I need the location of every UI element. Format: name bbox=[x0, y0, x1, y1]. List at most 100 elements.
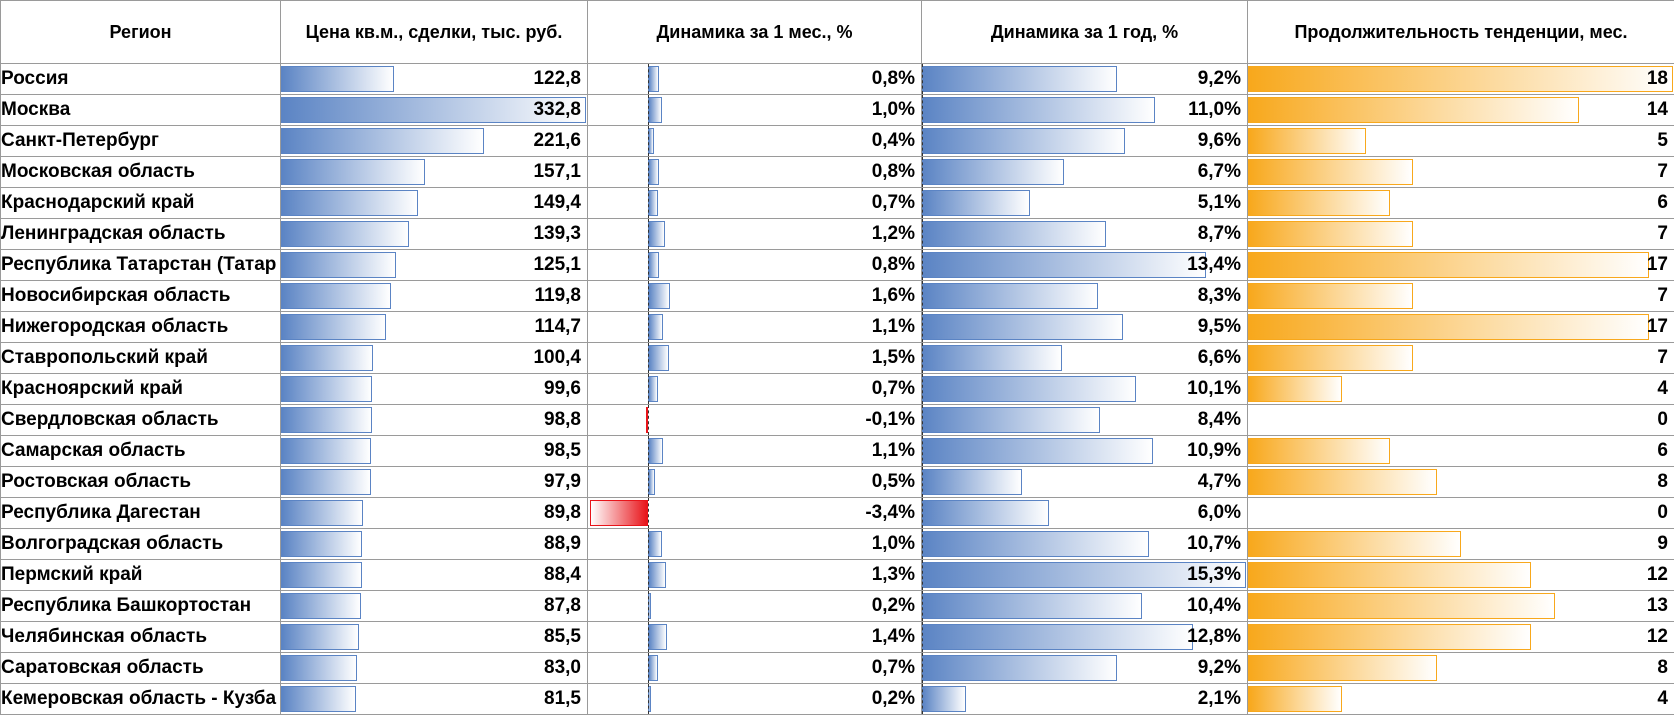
year-change-cell[interactable]: 5,1% bbox=[921, 187, 1248, 219]
month-change-cell[interactable]: 1,1% bbox=[587, 311, 922, 343]
year-change-cell[interactable]: 8,3% bbox=[921, 280, 1248, 312]
trend-duration-cell[interactable]: 7 bbox=[1247, 280, 1674, 312]
year-change-cell[interactable]: 10,7% bbox=[921, 528, 1248, 560]
trend-duration-cell[interactable]: 8 bbox=[1247, 466, 1674, 498]
region-cell[interactable]: Самарская область bbox=[0, 435, 281, 467]
month-change-cell[interactable]: 1,5% bbox=[587, 342, 922, 374]
trend-duration-cell[interactable]: 13 bbox=[1247, 590, 1674, 622]
price-cell[interactable]: 97,9 bbox=[280, 466, 588, 498]
region-cell[interactable]: Санкт-Петербург bbox=[0, 125, 281, 157]
month-change-cell[interactable]: 0,8% bbox=[587, 249, 922, 281]
year-change-cell[interactable]: 13,4% bbox=[921, 249, 1248, 281]
region-cell[interactable]: Свердловская область bbox=[0, 404, 281, 436]
month-change-cell[interactable]: 1,1% bbox=[587, 435, 922, 467]
month-change-cell[interactable]: 1,0% bbox=[587, 94, 922, 126]
region-cell[interactable]: Краснодарский край bbox=[0, 187, 281, 219]
region-cell[interactable]: Москва bbox=[0, 94, 281, 126]
price-cell[interactable]: 99,6 bbox=[280, 373, 588, 405]
region-cell[interactable]: Красноярский край bbox=[0, 373, 281, 405]
region-cell[interactable]: Кемеровская область - Кузба bbox=[0, 683, 281, 715]
price-cell[interactable]: 122,8 bbox=[280, 63, 588, 95]
year-change-cell[interactable]: 10,4% bbox=[921, 590, 1248, 622]
region-cell[interactable]: Волгоградская область bbox=[0, 528, 281, 560]
region-cell[interactable]: Пермский край bbox=[0, 559, 281, 591]
price-cell[interactable]: 89,8 bbox=[280, 497, 588, 529]
trend-duration-cell[interactable]: 18 bbox=[1247, 63, 1674, 95]
price-cell[interactable]: 119,8 bbox=[280, 280, 588, 312]
header-region[interactable]: Регион bbox=[0, 0, 281, 64]
year-change-cell[interactable]: 2,1% bbox=[921, 683, 1248, 715]
month-change-cell[interactable]: 0,5% bbox=[587, 466, 922, 498]
month-change-cell[interactable]: 1,0% bbox=[587, 528, 922, 560]
month-change-cell[interactable]: 1,6% bbox=[587, 280, 922, 312]
header-price[interactable]: Цена кв.м., сделки, тыс. руб. bbox=[280, 0, 588, 64]
month-change-cell[interactable]: 0,2% bbox=[587, 683, 922, 715]
year-change-cell[interactable]: 15,3% bbox=[921, 559, 1248, 591]
trend-duration-cell[interactable]: 8 bbox=[1247, 652, 1674, 684]
price-cell[interactable]: 88,4 bbox=[280, 559, 588, 591]
month-change-cell[interactable]: 0,4% bbox=[587, 125, 922, 157]
region-cell[interactable]: Россия bbox=[0, 63, 281, 95]
year-change-cell[interactable]: 9,6% bbox=[921, 125, 1248, 157]
price-cell[interactable]: 157,1 bbox=[280, 156, 588, 188]
year-change-cell[interactable]: 9,2% bbox=[921, 652, 1248, 684]
trend-duration-cell[interactable]: 17 bbox=[1247, 311, 1674, 343]
price-cell[interactable]: 114,7 bbox=[280, 311, 588, 343]
price-cell[interactable]: 221,6 bbox=[280, 125, 588, 157]
region-cell[interactable]: Ростовская область bbox=[0, 466, 281, 498]
year-change-cell[interactable]: 8,4% bbox=[921, 404, 1248, 436]
year-change-cell[interactable]: 8,7% bbox=[921, 218, 1248, 250]
month-change-cell[interactable]: 0,2% bbox=[587, 590, 922, 622]
trend-duration-cell[interactable]: 0 bbox=[1247, 404, 1674, 436]
trend-duration-cell[interactable]: 0 bbox=[1247, 497, 1674, 529]
month-change-cell[interactable]: 0,7% bbox=[587, 652, 922, 684]
trend-duration-cell[interactable]: 7 bbox=[1247, 218, 1674, 250]
price-cell[interactable]: 81,5 bbox=[280, 683, 588, 715]
year-change-cell[interactable]: 9,5% bbox=[921, 311, 1248, 343]
trend-duration-cell[interactable]: 6 bbox=[1247, 435, 1674, 467]
header-month-change[interactable]: Динамика за 1 мес., % bbox=[587, 0, 922, 64]
trend-duration-cell[interactable]: 14 bbox=[1247, 94, 1674, 126]
year-change-cell[interactable]: 12,8% bbox=[921, 621, 1248, 653]
price-cell[interactable]: 88,9 bbox=[280, 528, 588, 560]
month-change-cell[interactable]: 0,7% bbox=[587, 373, 922, 405]
price-cell[interactable]: 139,3 bbox=[280, 218, 588, 250]
trend-duration-cell[interactable]: 4 bbox=[1247, 373, 1674, 405]
trend-duration-cell[interactable]: 9 bbox=[1247, 528, 1674, 560]
trend-duration-cell[interactable]: 4 bbox=[1247, 683, 1674, 715]
year-change-cell[interactable]: 6,7% bbox=[921, 156, 1248, 188]
trend-duration-cell[interactable]: 5 bbox=[1247, 125, 1674, 157]
trend-duration-cell[interactable]: 7 bbox=[1247, 156, 1674, 188]
trend-duration-cell[interactable]: 12 bbox=[1247, 621, 1674, 653]
month-change-cell[interactable]: 0,8% bbox=[587, 63, 922, 95]
price-cell[interactable]: 125,1 bbox=[280, 249, 588, 281]
header-year-change[interactable]: Динамика за 1 год, % bbox=[921, 0, 1248, 64]
month-change-cell[interactable]: 0,8% bbox=[587, 156, 922, 188]
year-change-cell[interactable]: 10,1% bbox=[921, 373, 1248, 405]
year-change-cell[interactable]: 10,9% bbox=[921, 435, 1248, 467]
price-cell[interactable]: 83,0 bbox=[280, 652, 588, 684]
price-cell[interactable]: 149,4 bbox=[280, 187, 588, 219]
region-cell[interactable]: Новосибирская область bbox=[0, 280, 281, 312]
year-change-cell[interactable]: 9,2% bbox=[921, 63, 1248, 95]
year-change-cell[interactable]: 4,7% bbox=[921, 466, 1248, 498]
price-cell[interactable]: 332,8 bbox=[280, 94, 588, 126]
month-change-cell[interactable]: 0,7% bbox=[587, 187, 922, 219]
region-cell[interactable]: Ленинградская область bbox=[0, 218, 281, 250]
trend-duration-cell[interactable]: 7 bbox=[1247, 342, 1674, 374]
year-change-cell[interactable]: 11,0% bbox=[921, 94, 1248, 126]
month-change-cell[interactable]: 1,2% bbox=[587, 218, 922, 250]
region-cell[interactable]: Ставропольский край bbox=[0, 342, 281, 374]
region-cell[interactable]: Нижегородская область bbox=[0, 311, 281, 343]
month-change-cell[interactable]: -0,1% bbox=[587, 404, 922, 436]
price-cell[interactable]: 100,4 bbox=[280, 342, 588, 374]
trend-duration-cell[interactable]: 17 bbox=[1247, 249, 1674, 281]
price-cell[interactable]: 85,5 bbox=[280, 621, 588, 653]
month-change-cell[interactable]: -3,4% bbox=[587, 497, 922, 529]
region-cell[interactable]: Московская область bbox=[0, 156, 281, 188]
price-cell[interactable]: 98,5 bbox=[280, 435, 588, 467]
year-change-cell[interactable]: 6,6% bbox=[921, 342, 1248, 374]
month-change-cell[interactable]: 1,3% bbox=[587, 559, 922, 591]
year-change-cell[interactable]: 6,0% bbox=[921, 497, 1248, 529]
